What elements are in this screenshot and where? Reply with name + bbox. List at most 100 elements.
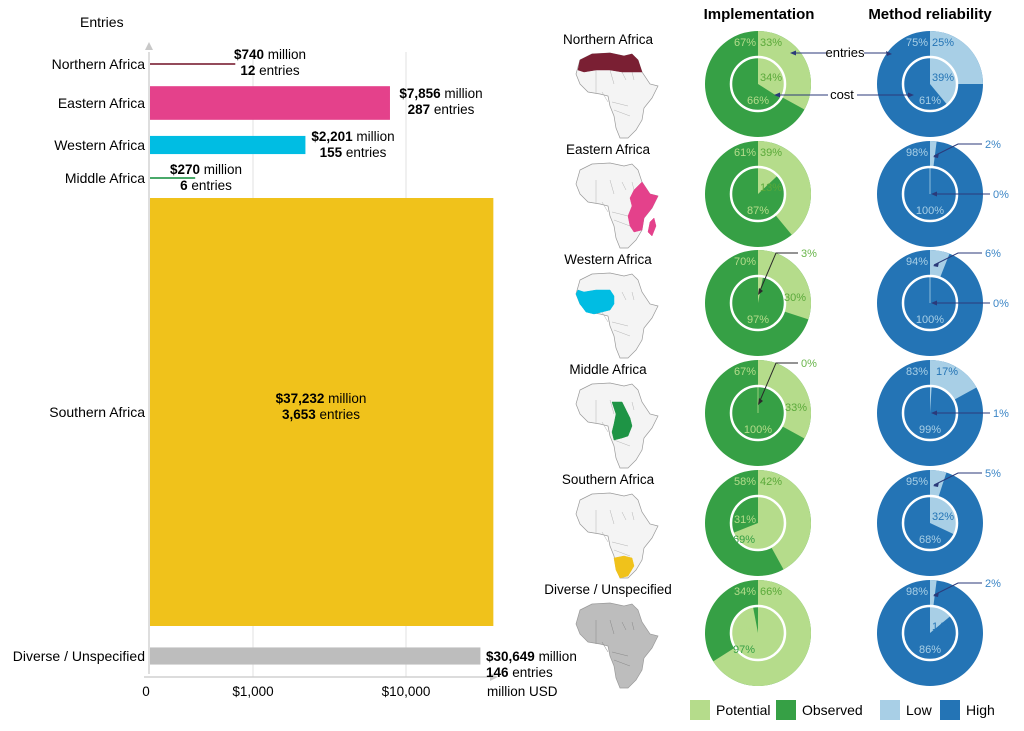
outer-label-high: 75% xyxy=(906,37,928,49)
entries-unit: entries xyxy=(509,665,554,680)
map-middle-africa xyxy=(575,382,659,469)
outer-label-potential: 33% xyxy=(760,37,782,49)
value-amount: $740 xyxy=(234,47,264,62)
inner-ring-border xyxy=(729,604,787,662)
inner-slice-high xyxy=(902,386,957,441)
cost-annotation: cost xyxy=(830,87,854,102)
arrow-icon xyxy=(790,50,796,56)
value-label: $37,232 million xyxy=(276,391,367,406)
inner-slice-potential xyxy=(758,167,778,194)
value-unit: million xyxy=(353,129,395,144)
inner-slice-low xyxy=(930,606,951,633)
pie-implementation-middle-africa: 67% 33% 100% 0% xyxy=(704,358,817,467)
entries-count: 287 xyxy=(408,102,431,117)
entries-label: 146 entries xyxy=(486,665,553,680)
legend-swatch xyxy=(940,700,960,720)
bar-northern-africa xyxy=(150,63,236,65)
value-unit: million xyxy=(200,162,242,177)
legend: Potential Observed Low High xyxy=(690,700,995,720)
map-title: Western Africa xyxy=(564,252,652,267)
inner-label-major: 87% xyxy=(747,205,769,217)
arrow-icon xyxy=(933,153,939,158)
outer-label-observed: 70% xyxy=(734,256,756,268)
map-diverse-unspecified xyxy=(575,602,659,689)
pie-implementation-southern-africa: 58% 42% 69% 31% xyxy=(704,470,812,577)
inner-label-minor: 32% xyxy=(932,511,954,523)
pie-implementation-eastern-africa: 61% 39% 87% 13% xyxy=(704,141,811,248)
callout-line xyxy=(933,582,982,596)
x-tick-label: $10,000 xyxy=(382,684,431,699)
y-axis-title: Entries xyxy=(80,14,124,30)
outer-label-high: 95% xyxy=(906,476,928,488)
value-label: $30,649 million xyxy=(486,649,577,664)
legend-swatch xyxy=(880,700,900,720)
pie-reliability-diverse-unspecified: 98% 2% 86% 14% xyxy=(876,578,1001,686)
arrow-icon xyxy=(886,51,892,56)
legend-label: Low xyxy=(906,702,933,718)
value-amount: $270 xyxy=(170,162,200,177)
highlighted-region xyxy=(611,401,633,441)
inner-label-major: 68% xyxy=(919,534,941,546)
outer-label-potential: 30% xyxy=(784,292,806,304)
legend-item-low: Low xyxy=(880,700,933,720)
inner-callout-label: 0% xyxy=(993,189,1009,201)
category-label: Middle Africa xyxy=(65,170,145,186)
inner-label-minor: 31% xyxy=(734,514,756,526)
arrow-icon xyxy=(931,410,937,416)
value-unit: million xyxy=(535,649,577,664)
inner-ring-border xyxy=(729,165,787,223)
inner-ring-border xyxy=(901,494,959,552)
inner-ring-border xyxy=(729,384,787,442)
arrow-icon xyxy=(931,191,937,197)
x-tick-label: 0 xyxy=(142,684,150,699)
entries-unit: entries xyxy=(255,63,300,78)
outer-label-potential: 42% xyxy=(760,476,782,488)
outer-callout-label: 2% xyxy=(985,578,1001,590)
inner-slice-potential xyxy=(732,496,785,550)
value-unit: million xyxy=(264,47,306,62)
value-amount: $7,856 xyxy=(399,86,441,101)
map-northern-africa xyxy=(575,52,659,139)
outer-label-observed: 58% xyxy=(734,476,756,488)
pie-reliability-middle-africa: 83% 17% 99% 1% xyxy=(876,360,1009,467)
inner-label-major: 61% xyxy=(919,95,941,107)
entries-annotation: entries xyxy=(825,45,865,60)
method-reliability-title: Method reliability xyxy=(868,6,992,23)
legend-item-observed: Observed xyxy=(776,700,863,720)
arrow-icon xyxy=(933,482,939,487)
region-maps: Northern Africa Eastern Africa Western Afr… xyxy=(544,32,672,689)
category-label: Diverse / Unspecified xyxy=(13,648,145,664)
arrow-icon xyxy=(774,92,780,98)
africa-outline xyxy=(575,602,659,689)
inner-label-major: 97% xyxy=(747,314,769,326)
entries-unit: entries xyxy=(188,178,233,193)
inner-ring-border xyxy=(901,604,959,662)
x-axis-title: million USD xyxy=(487,684,558,699)
pie-reliability-northern-africa: 75% 25% 61% 39% xyxy=(876,31,983,137)
outer-label-potential: 39% xyxy=(760,147,782,159)
legend-label: Observed xyxy=(802,702,863,718)
outer-label-observed: 67% xyxy=(734,37,756,49)
legend-swatch xyxy=(690,700,710,720)
bar-western-africa xyxy=(150,135,306,155)
inner-ring-border xyxy=(901,55,959,113)
entries-count: 12 xyxy=(240,63,255,78)
y-axis-arrow-icon xyxy=(145,42,153,50)
callout-line xyxy=(758,362,798,404)
map-title: Eastern Africa xyxy=(566,142,651,157)
implementation-title: Implementation xyxy=(704,6,815,23)
inner-callout-label: 1% xyxy=(993,408,1009,420)
outer-label-high: 94% xyxy=(906,256,928,268)
value-label: $740 million xyxy=(234,47,306,62)
entries-label: 6 entries xyxy=(180,178,232,193)
inner-callout-label: 0% xyxy=(993,298,1009,310)
pie-reliability-western-africa: 94% 6% 100% 0% xyxy=(876,248,1009,357)
pie-implementation-diverse-unspecified: 34% 66% 97% 3% xyxy=(704,580,811,687)
legend-label: Potential xyxy=(716,702,770,718)
legend-label: High xyxy=(966,702,995,718)
highlighted-region xyxy=(627,181,659,237)
category-label: Western Africa xyxy=(54,137,145,153)
entries-count: 3,653 xyxy=(282,407,316,422)
